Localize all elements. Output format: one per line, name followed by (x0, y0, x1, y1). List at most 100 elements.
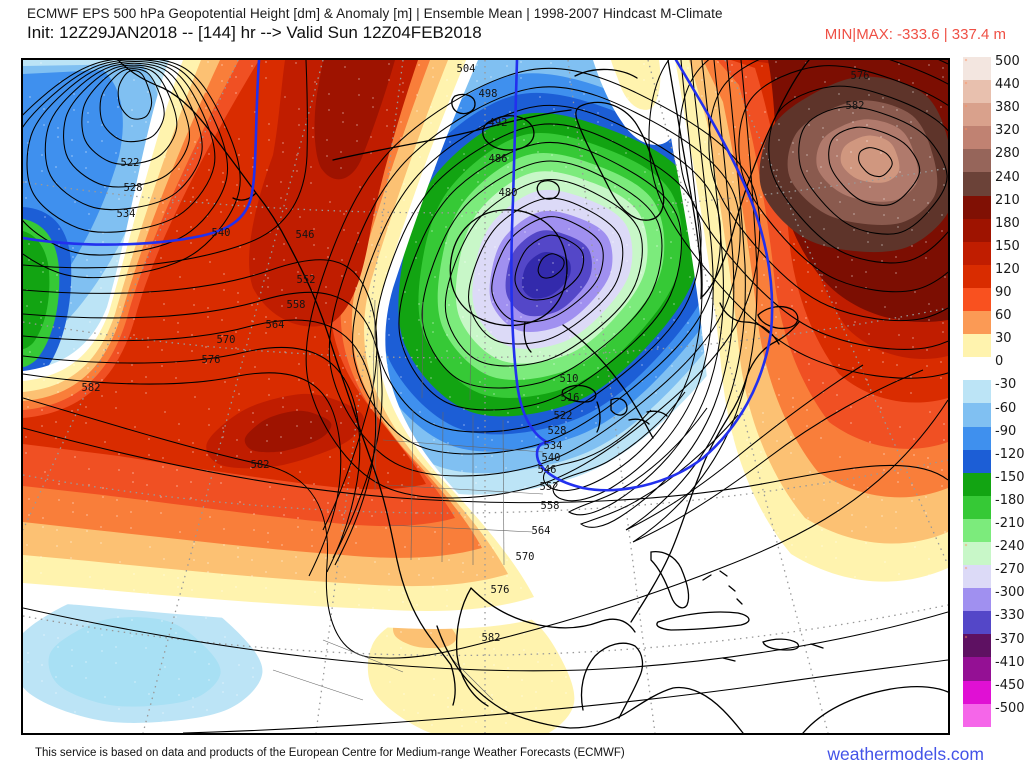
colorbar-band (963, 449, 991, 473)
colorbar-tick-label: 240 (995, 169, 1020, 185)
contour-label: 552 (297, 274, 316, 286)
colorbar-tick-label: 380 (995, 100, 1020, 116)
contour-label: 582 (251, 459, 270, 471)
colorbar-tick-label: 120 (995, 261, 1020, 277)
colorbar-band (963, 403, 991, 427)
colorbar-band (963, 264, 991, 288)
minmax-readout: MIN|MAX: -333.6 | 337.4 m (824, 26, 1006, 43)
contour-label: 564 (266, 319, 285, 331)
colorbar-tick-label: 60 (995, 308, 1012, 324)
colorbar-tick-label: -90 (995, 423, 1017, 439)
colorbar-band (963, 518, 991, 542)
contour-label: 582 (482, 632, 501, 644)
ecmwf-disclaimer: This service is based on data and produc… (35, 747, 625, 759)
contour-label: 546 (538, 464, 557, 476)
colorbar-band (963, 57, 991, 81)
contour-label: 582 (846, 100, 865, 112)
colorbar-band (963, 103, 991, 127)
colorbar-tick-label: -150 (995, 469, 1024, 485)
contour-label: 540 (542, 452, 561, 464)
contour-label: 528 (548, 425, 567, 437)
contour-label: 510 (560, 373, 579, 385)
colorbar-band (963, 611, 991, 635)
contour-label: 576 (491, 584, 510, 596)
contour-label: 570 (217, 334, 236, 346)
contour-label: 570 (516, 551, 535, 563)
colorbar-tick-label: -330 (995, 608, 1024, 624)
colorbar-tick-label: -120 (995, 446, 1024, 462)
contour-label: 558 (287, 299, 306, 311)
map-layers: 5044984924864805105165225285345405465525… (23, 60, 948, 733)
contour-label: 558 (541, 500, 560, 512)
colorbar-band (963, 241, 991, 265)
colorbar-band (963, 357, 991, 381)
colorbar-tick-label: 180 (995, 215, 1020, 231)
colorbar-band (963, 334, 991, 358)
colorbar-band (963, 311, 991, 335)
contour-label: 486 (489, 153, 508, 165)
colorbar-band (963, 80, 991, 104)
colorbar-band (963, 149, 991, 173)
contour-label: 546 (296, 229, 315, 241)
map-panel: 504 498 492 486 480 510 516 522 528 534 540 546 552 5… (21, 58, 950, 735)
colorbar-tick-label: 440 (995, 77, 1020, 93)
contour-label: 498 (479, 88, 498, 100)
contour-label: 534 (544, 440, 563, 452)
colorbar-tick-label: -30 (995, 377, 1017, 393)
colorbar-band (963, 703, 991, 727)
colorbar-tick-label: 150 (995, 238, 1020, 254)
anomaly-height-map: 5044984924864805105165225285345405465525… (23, 60, 948, 733)
anomaly-colorbar (963, 57, 991, 727)
colorbar-band (963, 565, 991, 589)
colorbar-band (963, 495, 991, 519)
colorbar-tick-label: 280 (995, 146, 1020, 162)
colorbar-tick-label: 320 (995, 123, 1020, 139)
colorbar-band (963, 126, 991, 150)
colorbar-tick-label: 210 (995, 192, 1020, 208)
contour-label: 480 (499, 187, 518, 199)
colorbar-tick-label: 0 (995, 354, 1004, 370)
colorbar-tick-label: 90 (995, 285, 1012, 300)
colorbar-tick-label: -60 (995, 400, 1017, 416)
contour-label: 528 (124, 182, 143, 194)
colorbar-band (963, 657, 991, 681)
colorbar-tick-label: -410 (995, 654, 1024, 670)
colorbar-band (963, 172, 991, 196)
colorbar-tick-label: 500 (995, 54, 1020, 69)
contour-label: 492 (489, 117, 508, 129)
colorbar-band (963, 287, 991, 312)
chart-title: ECMWF EPS 500 hPa Geopotential Height [d… (27, 6, 723, 21)
colorbar-band (963, 588, 991, 612)
colorbar-band (963, 380, 991, 404)
colorbar-tick-label: 30 (995, 331, 1012, 347)
contour-label: 576 (202, 354, 221, 366)
colorbar-band (963, 634, 991, 658)
colorbar-band (963, 541, 991, 566)
colorbar-tick-label: -500 (995, 700, 1024, 716)
colorbar-band (963, 195, 991, 219)
colorbar-band (963, 218, 991, 242)
colorbar-tick-label: -210 (995, 516, 1024, 531)
colorbar-tick-label: -450 (995, 677, 1024, 693)
contour-label: 552 (540, 481, 559, 493)
contour-label: 522 (121, 157, 140, 169)
contour-label: 582 (82, 382, 101, 394)
colorbar-tick-label: -240 (995, 539, 1024, 555)
colorbar-band (963, 680, 991, 704)
colorbar-tick-label: -370 (995, 631, 1024, 647)
weathermodels-brand-link[interactable]: weathermodels.com (827, 744, 984, 764)
contour-label: 534 (117, 208, 136, 220)
colorbar-tick-label: -270 (995, 562, 1024, 578)
contour-label: 564 (532, 525, 551, 537)
contour-label: 576 (851, 70, 870, 82)
contour-label: 522 (554, 410, 573, 422)
colorbar-band (963, 426, 991, 450)
contour-label: 540 (212, 227, 231, 239)
colorbar-tick-label: -300 (995, 585, 1024, 601)
contour-label: 516 (561, 392, 580, 404)
colorbar-band (963, 472, 991, 496)
contour-label: 504 (457, 63, 476, 75)
colorbar-tick-label: -180 (995, 492, 1024, 508)
init-valid-line: Init: 12Z29JAN2018 -- [144] hr --> Valid… (27, 23, 482, 42)
